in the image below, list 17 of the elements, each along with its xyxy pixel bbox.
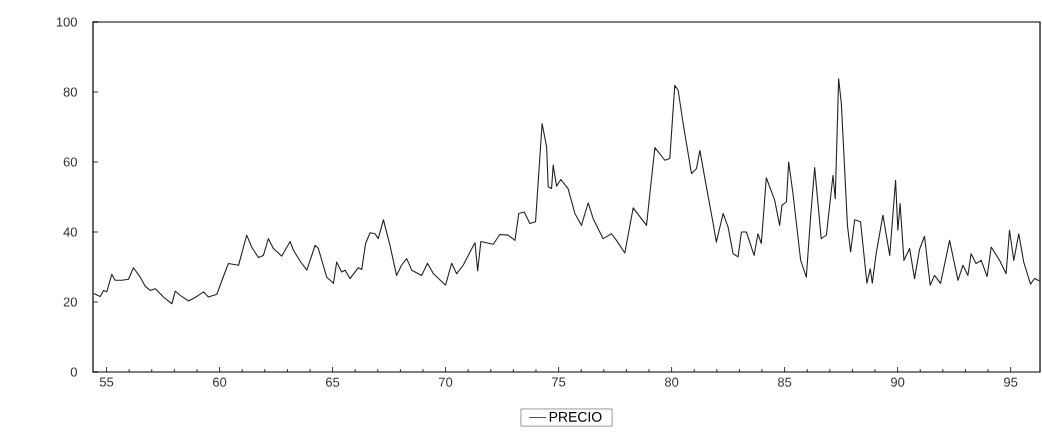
x-tick-label: 95 [1004, 377, 1018, 387]
y-tick-label: 60 [63, 157, 77, 167]
x-tick-label: 75 [552, 377, 566, 387]
x-tick-label: 60 [213, 377, 227, 387]
x-tick-label: 80 [664, 377, 679, 387]
y-tick-label: 80 [63, 87, 77, 97]
x-tick-label: 85 [777, 377, 792, 387]
y-tick-label: 0 [70, 367, 77, 377]
y-tick-label: 20 [63, 297, 77, 307]
x-tick-label: 65 [326, 377, 340, 387]
x-tick-label: 70 [439, 377, 453, 387]
line-series [93, 78, 1041, 305]
y-tick-label: 100 [56, 17, 77, 27]
x-tick-label: 55 [99, 377, 114, 387]
x-tick-label: 90 [891, 377, 905, 387]
y-tick-label: 40 [63, 227, 77, 237]
legend-label: PRECIO [549, 411, 602, 422]
